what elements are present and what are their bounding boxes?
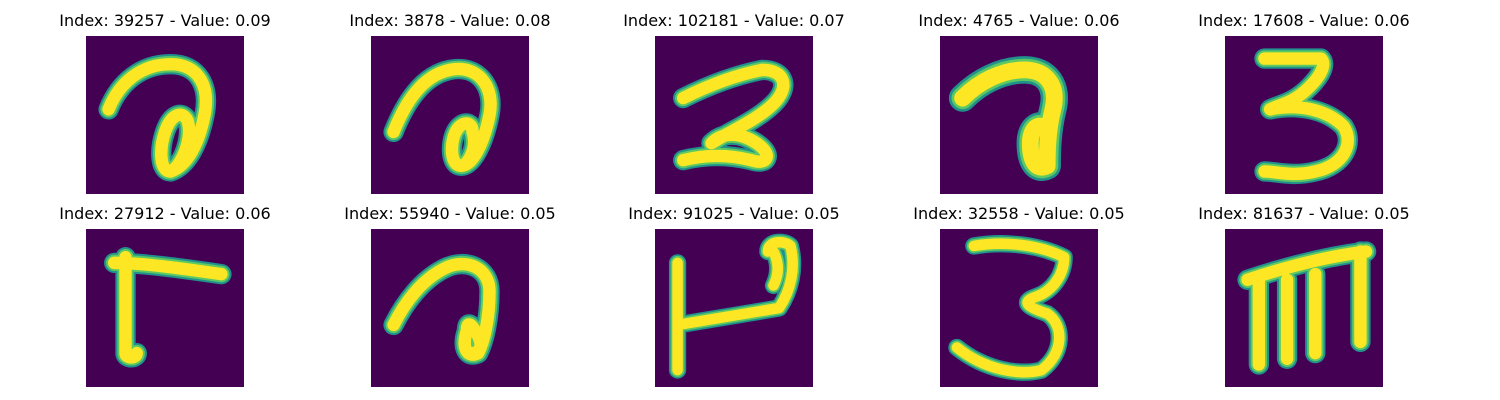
panel-1: Index: 39257 - Value: 0.09 [23, 11, 307, 194]
digit-image [655, 36, 813, 194]
panel-title: Index: 3878 - Value: 0.08 [349, 11, 551, 30]
digit-glyph-svg [655, 36, 813, 194]
handwritten-stroke [383, 254, 500, 365]
handwritten-stroke [383, 58, 501, 176]
digit-glyph-svg [371, 36, 529, 194]
panel-title: Index: 27912 - Value: 0.06 [59, 204, 271, 223]
stroke-layer [951, 238, 1070, 378]
handwritten-stroke [948, 56, 1068, 181]
panel-title: Index: 4765 - Value: 0.06 [918, 11, 1120, 30]
digit-glyph-svg [1225, 36, 1383, 194]
digit-image [1225, 36, 1383, 194]
digit-image [86, 36, 244, 194]
stroke-layer [1258, 52, 1354, 181]
handwritten-stroke [668, 233, 802, 379]
digit-glyph-svg [86, 229, 244, 387]
digit-image [371, 36, 529, 194]
stroke-layer [387, 62, 497, 172]
image-background [655, 36, 813, 194]
panel-3: Index: 102181 - Value: 0.07 [592, 11, 876, 194]
panel-title: Index: 17608 - Value: 0.06 [1198, 11, 1410, 30]
digit-glyph-svg [940, 229, 1098, 387]
stroke-layer [1241, 245, 1373, 371]
handwritten-stroke [104, 247, 232, 368]
digit-glyph-svg [86, 36, 244, 194]
handwritten-stroke [673, 59, 794, 172]
panel-10: Index: 81637 - Value: 0.05 [1162, 204, 1446, 387]
panel-4: Index: 4765 - Value: 0.06 [877, 11, 1161, 194]
handwritten-stroke [1237, 241, 1377, 375]
panel-title: Index: 32558 - Value: 0.05 [913, 204, 1125, 223]
handwritten-stroke [98, 54, 217, 182]
digit-glyph-svg [655, 229, 813, 387]
panel-9: Index: 32558 - Value: 0.05 [877, 204, 1161, 387]
panel-title: Index: 91025 - Value: 0.05 [628, 204, 840, 223]
panel-title: Index: 81637 - Value: 0.05 [1198, 204, 1410, 223]
panel-8: Index: 91025 - Value: 0.05 [592, 204, 876, 387]
digit-image [655, 229, 813, 387]
digit-image [1225, 229, 1383, 387]
panel-title: Index: 102181 - Value: 0.07 [623, 11, 845, 30]
digit-image [940, 229, 1098, 387]
panel-5: Index: 17608 - Value: 0.06 [1162, 11, 1446, 194]
digit-image [371, 229, 529, 387]
stroke-layer [672, 236, 798, 376]
digit-image [940, 36, 1098, 194]
panel-title: Index: 55940 - Value: 0.05 [344, 204, 556, 223]
image-background [86, 229, 244, 387]
panel-2: Index: 3878 - Value: 0.08 [308, 11, 592, 194]
digit-glyph-svg [940, 36, 1098, 194]
panel-7: Index: 55940 - Value: 0.05 [308, 204, 592, 387]
stroke-layer [954, 61, 1063, 176]
stroke-layer [102, 58, 213, 178]
stroke-layer [108, 251, 228, 364]
digit-glyph-svg [371, 229, 529, 387]
stroke-layer [677, 63, 790, 168]
digit-image [86, 229, 244, 387]
handwritten-stroke [1254, 48, 1358, 185]
digit-glyph-svg [1225, 229, 1383, 387]
panel-title: Index: 39257 - Value: 0.09 [59, 11, 271, 30]
panel-6: Index: 27912 - Value: 0.06 [23, 204, 307, 387]
stroke-layer [387, 257, 496, 361]
handwritten-stroke [948, 235, 1073, 381]
